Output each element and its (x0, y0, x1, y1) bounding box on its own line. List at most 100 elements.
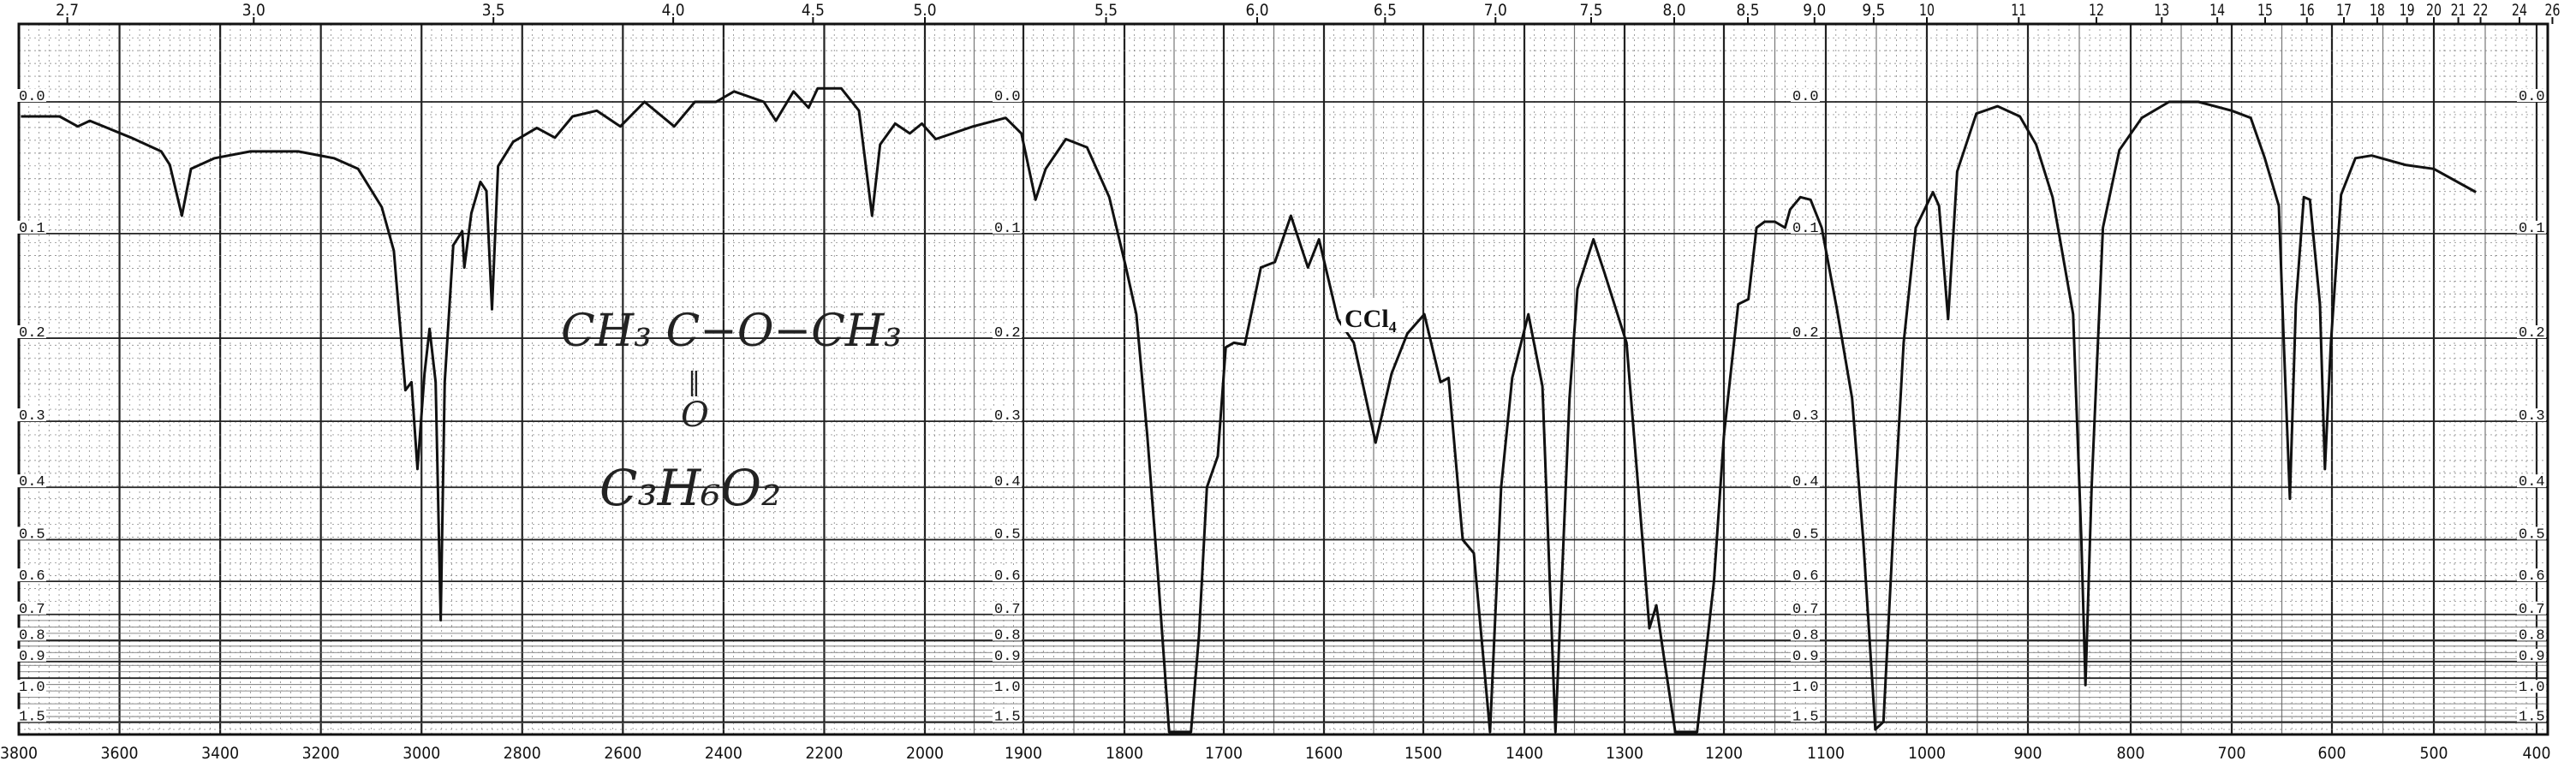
y-tick-label: 0.7 (1792, 602, 1819, 618)
y-tick-label-bg (2517, 325, 2546, 339)
x-tick-label-top: 7.0 (1484, 1, 1507, 20)
x-tick-label-bottom: 1000 (1908, 744, 1946, 763)
y-tick-label-bg (17, 627, 46, 641)
y-tick-label: 1.5 (2519, 709, 2545, 725)
x-tick-label-top: 6.5 (1374, 1, 1397, 20)
y-tick-label: 0.0 (994, 89, 1021, 105)
y-tick-label-bg (993, 325, 1022, 339)
x-tick-label-top: 11 (2011, 1, 2026, 20)
y-tick-label-bg (993, 220, 1022, 234)
y-tick-label: 1.5 (19, 709, 45, 725)
x-tick-label-bottom: 800 (2117, 744, 2145, 763)
y-tick-label: 1.0 (1792, 680, 1819, 696)
x-tick-label-top: 13 (2154, 1, 2169, 20)
y-tick-label-bg (1791, 601, 1820, 615)
y-tick-label: 0.9 (994, 649, 1021, 665)
x-tick-label-bottom: 900 (2014, 744, 2042, 763)
y-tick-label: 0.6 (2519, 568, 2545, 585)
y-tick-label: 0.9 (19, 649, 45, 665)
y-tick-label-bg (1791, 89, 1820, 102)
x-tick-label-top: 4.5 (802, 1, 825, 20)
grid (17, 24, 2548, 734)
y-tick-label: 0.4 (19, 474, 45, 491)
y-tick-label: 1.5 (994, 709, 1021, 725)
y-tick-label-bg (2517, 408, 2546, 422)
y-tick-label-bg (1791, 627, 1820, 641)
x-tick-label-top: 21 (2451, 1, 2466, 20)
y-tick-label-bg (993, 89, 1022, 102)
x-tick-label-top: 9.0 (1803, 1, 1826, 20)
x-tick-label-bottom: 2800 (504, 744, 541, 763)
y-tick-label-bg (2517, 709, 2546, 722)
plot-frame (17, 22, 2549, 736)
y-tick-label: 0.4 (1792, 474, 1819, 491)
y-tick-label: 0.3 (994, 408, 1021, 425)
y-tick-label-bg (17, 220, 46, 234)
carbonyl-double-bond: ‖ (688, 367, 701, 397)
y-tick-label-bg (2517, 89, 2546, 102)
y-tick-label: 0.2 (1792, 325, 1819, 342)
y-tick-label-bg (1791, 680, 1820, 693)
y-tick-label-bg (17, 89, 46, 102)
x-tick-labels-top: 2.7 3.0 3.5 4.0 4.5 5.0 5.5 6.0 6.5 7.0 7.5 8.0 8.5 9… (56, 1, 2560, 24)
y-tick-label: 0.2 (19, 325, 45, 342)
y-tick-label: 1.0 (994, 680, 1021, 696)
y-tick-label: 0.4 (2519, 474, 2545, 491)
solvent-label: CCl₄ (1345, 305, 1397, 333)
y-tick-label-bg (993, 526, 1022, 540)
x-tick-label-bottom: 1500 (1404, 744, 1442, 763)
y-tick-label: 0.2 (994, 325, 1021, 342)
x-tick-label-bottom: 1700 (1205, 744, 1243, 763)
x-tick-label-top: 3.5 (482, 1, 505, 20)
y-tick-label-bg (993, 709, 1022, 722)
x-tick-label-bottom: 1300 (1606, 744, 1643, 763)
x-tick-label-top: 12 (2089, 1, 2104, 20)
x-tick-label-bottom: 600 (2318, 744, 2346, 763)
y-tick-label-bg (17, 680, 46, 693)
x-tick-label-top: 15 (2257, 1, 2273, 20)
y-tick-label: 0.3 (19, 408, 45, 425)
y-tick-label: 0.7 (2519, 602, 2545, 618)
y-tick-label-bg (1791, 474, 1820, 488)
x-tick-label-bottom: 3400 (201, 744, 239, 763)
y-tick-label-bg (1791, 325, 1820, 339)
y-tick-label-bg (1791, 568, 1820, 582)
molecular-formula: C₃H₆O₂ (599, 459, 781, 517)
x-tick-label-bottom: 1400 (1506, 744, 1543, 763)
y-tick-label-bg (2517, 474, 2546, 488)
x-tick-label-top: 8.5 (1737, 1, 1760, 20)
x-tick-label-bottom: 3600 (101, 744, 139, 763)
x-tick-label-top: 9.5 (1862, 1, 1885, 20)
y-tick-label-bg (993, 408, 1022, 422)
y-tick-label-bg (17, 568, 46, 582)
x-tick-label-bottom: 2400 (705, 744, 742, 763)
x-tick-labels-bottom: 3800 3600 3400 3200 3000 2800 2600 2400 2200 2000… (0, 744, 2551, 763)
y-tick-label-bg (993, 474, 1022, 488)
y-tick-label: 0.9 (1792, 649, 1819, 665)
y-tick-label: 0.0 (19, 89, 45, 105)
y-tick-label-bg (1791, 709, 1820, 722)
x-tick-label-top: 7.5 (1580, 1, 1603, 20)
y-tick-label: 0.8 (1792, 627, 1819, 644)
x-tick-label-bottom: 1200 (1705, 744, 1743, 763)
y-tick-label: 0.1 (2519, 221, 2545, 237)
x-tick-label-bottom: 500 (2420, 744, 2448, 763)
y-tick-label-bg (17, 601, 46, 615)
x-tick-label-bottom: 400 (2523, 744, 2551, 763)
y-tick-label: 0.8 (19, 627, 45, 644)
y-tick-label: 0.1 (19, 221, 45, 237)
x-tick-label-bottom: 1100 (1807, 744, 1845, 763)
y-tick-label: 0.6 (19, 568, 45, 585)
x-tick-label-top: 3.0 (242, 1, 265, 20)
y-tick-label: 0.5 (2519, 526, 2545, 543)
x-tick-label-top: 6.0 (1246, 1, 1269, 20)
y-tick-label-bg (2517, 220, 2546, 234)
x-tick-label-top: 18 (2370, 1, 2385, 20)
y-tick-label: 0.7 (994, 602, 1021, 618)
x-tick-label-top: 10 (1919, 1, 1935, 20)
x-tick-label-bottom: 2600 (604, 744, 641, 763)
y-tick-label-bg (1791, 526, 1820, 540)
y-tick-label-bg (17, 526, 46, 540)
y-tick-label-bg (993, 680, 1022, 693)
y-tick-label-bg (17, 648, 46, 662)
